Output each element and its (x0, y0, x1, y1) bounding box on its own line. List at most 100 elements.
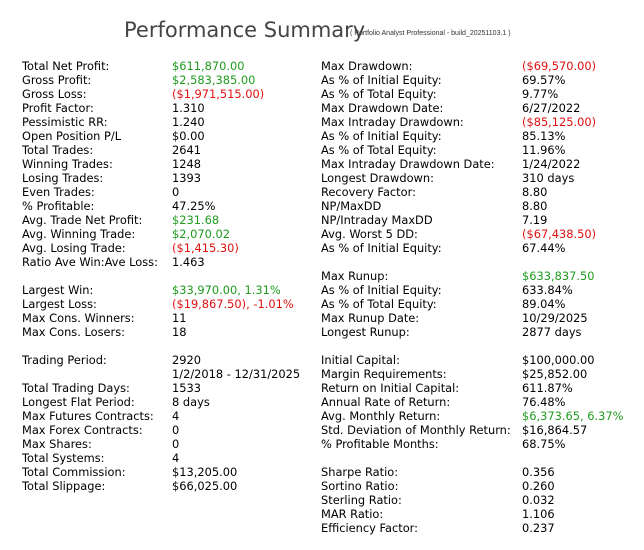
metric-value: 47.25% (172, 199, 216, 213)
metric-value: ($67,438.50) (522, 227, 597, 241)
metric-label: Profit Factor: (22, 101, 94, 115)
metric-value: $0.00 (172, 129, 205, 143)
metric-row-margin-requirements: Margin Requirements: $25,852.00 (321, 367, 639, 381)
metric-row-std-deviation-of-monthly-return: Std. Deviation of Monthly Return: $16,864… (321, 423, 639, 437)
metric-label: As % of Initial Equity: (321, 73, 442, 87)
metric-row-gross-loss: Gross Loss: ($1,971,515.00) (22, 87, 312, 101)
metric-row-largest-win: Largest Win: $33,970.00, 1.31% (22, 283, 312, 297)
metric-label: Sterling Ratio: (321, 493, 402, 507)
metric-label: As % of Total Equity: (321, 297, 437, 311)
metric-value: 0.260 (522, 479, 555, 493)
metric-row-np-maxdd: NP/MaxDD 8.80 (321, 199, 639, 213)
metric-value: 76.48% (522, 395, 566, 409)
metric-value: 69.57% (522, 73, 566, 87)
metric-row-gross-profit: Gross Profit: $2,583,385.00 (22, 73, 312, 87)
metric-label: Max Shares: (22, 437, 92, 451)
metric-row-trading-period: Trading Period: 2920 (22, 353, 312, 367)
metric-value: 1/24/2022 (522, 157, 581, 171)
metric-row-initial-capital: Initial Capital: $100,000.00 (321, 353, 639, 367)
metric-row-as-of-initial-equity: As % of Initial Equity: 85.13% (321, 129, 639, 143)
metric-label: Longest Flat Period: (22, 395, 135, 409)
metric-label: Avg. Monthly Return: (321, 409, 441, 423)
metric-row-total-slippage: Total Slippage: $66,025.00 (22, 479, 312, 493)
page-title: Performance Summary (124, 18, 366, 42)
metric-value: $2,583,385.00 (172, 73, 256, 87)
metric-label: Total Trading Days: (22, 381, 130, 395)
metric-label: As % of Initial Equity: (321, 283, 442, 297)
metric-value: $611,870.00 (172, 59, 245, 73)
metric-row-total-commission: Total Commission: $13,205.00 (22, 465, 312, 479)
metric-row-max-intraday-drawdown-date: Max Intraday Drawdown Date: 1/24/2022 (321, 157, 639, 171)
metric-row-continuation: 1/2/2018 - 12/31/2025 (22, 367, 312, 381)
metric-label: Recovery Factor: (321, 185, 416, 199)
metric-row-pessimistic-rr: Pessimistic RR: 1.240 (22, 115, 312, 129)
metric-row-as-of-total-equity: As % of Total Equity: 89.04% (321, 297, 639, 311)
metric-value: $66,025.00 (172, 479, 238, 493)
metric-row-max-runup-date: Max Runup Date: 10/29/2025 (321, 311, 639, 325)
metric-row-as-of-initial-equity: As % of Initial Equity: 69.57% (321, 73, 639, 87)
metric-label: % Profitable: (22, 199, 95, 213)
metric-value: 8 days (172, 395, 210, 409)
metric-value: 1533 (172, 381, 201, 395)
metric-label: Gross Profit: (22, 73, 92, 87)
metric-label: Even Trades: (22, 185, 95, 199)
metric-value: $33,970.00, 1.31% (172, 283, 281, 297)
metric-label: Max Intraday Drawdown Date: (321, 157, 495, 171)
metric-value: 4 (172, 409, 180, 423)
metric-row-return-on-initial-capital: Return on Initial Capital: 611.87% (321, 381, 639, 395)
metric-value: 633.84% (522, 283, 573, 297)
metric-label: Margin Requirements: (321, 367, 447, 381)
metric-row-total-trading-days: Total Trading Days: 1533 (22, 381, 312, 395)
metric-value: 0.237 (522, 521, 555, 535)
metric-value: 68.75% (522, 437, 566, 451)
metric-value: 1.463 (172, 255, 205, 269)
metric-label: Total Commission: (22, 465, 126, 479)
metric-label: Max Forex Contracts: (22, 423, 143, 437)
metric-value: $25,852.00 (522, 367, 588, 381)
metric-value: 2920 (172, 353, 201, 367)
metric-row-largest-loss: Largest Loss: ($19,867.50), -1.01% (22, 297, 312, 311)
section-spacer (22, 269, 312, 283)
metric-row-ratio-ave-win-ave-loss: Ratio Ave Win:Ave Loss: 1.463 (22, 255, 312, 269)
metric-label: Max Cons. Losers: (22, 325, 125, 339)
metric-row-recovery-factor: Recovery Factor: 8.80 (321, 185, 639, 199)
metric-value: 89.04% (522, 297, 566, 311)
metric-label: Initial Capital: (321, 353, 400, 367)
metric-value: 8.80 (522, 199, 548, 213)
metric-row-np-intraday-maxdd: NP/Intraday MaxDD 7.19 (321, 213, 639, 227)
metric-row-avg-losing-trade: Avg. Losing Trade: ($1,415.30) (22, 241, 312, 255)
section-spacer (321, 451, 639, 465)
metric-value: 1.106 (522, 507, 555, 521)
metric-row-longest-runup: Longest Runup: 2877 days (321, 325, 639, 339)
metric-value: 10/29/2025 (522, 311, 588, 325)
metric-row-winning-trades: Winning Trades: 1248 (22, 157, 312, 171)
metric-label: Largest Win: (22, 283, 94, 297)
metric-label: Pessimistic RR: (22, 115, 108, 129)
metric-value: 1/2/2018 - 12/31/2025 (172, 367, 301, 381)
metric-value: $100,000.00 (522, 353, 595, 367)
metric-value: 611.87% (522, 381, 573, 395)
metric-row-total-trades: Total Trades: 2641 (22, 143, 312, 157)
metric-label: Avg. Trade Net Profit: (22, 213, 143, 227)
metric-value: 2641 (172, 143, 201, 157)
metric-row-avg-monthly-return: Avg. Monthly Return: $6,373.65, 6.37% (321, 409, 639, 423)
metric-value: 1.240 (172, 115, 205, 129)
metric-value: 0 (172, 185, 180, 199)
metric-label: Total Net Profit: (22, 59, 110, 73)
metric-label: NP/MaxDD (321, 199, 382, 213)
metric-value: $6,373.65, 6.37% (522, 409, 624, 423)
metric-label: Longest Drawdown: (321, 171, 434, 185)
metric-row-avg-trade-net-profit: Avg. Trade Net Profit: $231.68 (22, 213, 312, 227)
metric-label: Winning Trades: (22, 157, 113, 171)
metric-label: Ratio Ave Win:Ave Loss: (22, 255, 158, 269)
metric-row-max-shares: Max Shares: 0 (22, 437, 312, 451)
metric-label: % Profitable Months: (321, 437, 439, 451)
metric-value: 0 (172, 437, 180, 451)
metric-value: 11.96% (522, 143, 566, 157)
metric-row-annual-rate-of-return: Annual Rate of Return: 76.48% (321, 395, 639, 409)
metric-value: ($85,125.00) (522, 115, 597, 129)
metric-value: 0.032 (522, 493, 555, 507)
metric-label: Max Futures Contracts: (22, 409, 154, 423)
metric-value: 0 (172, 423, 180, 437)
